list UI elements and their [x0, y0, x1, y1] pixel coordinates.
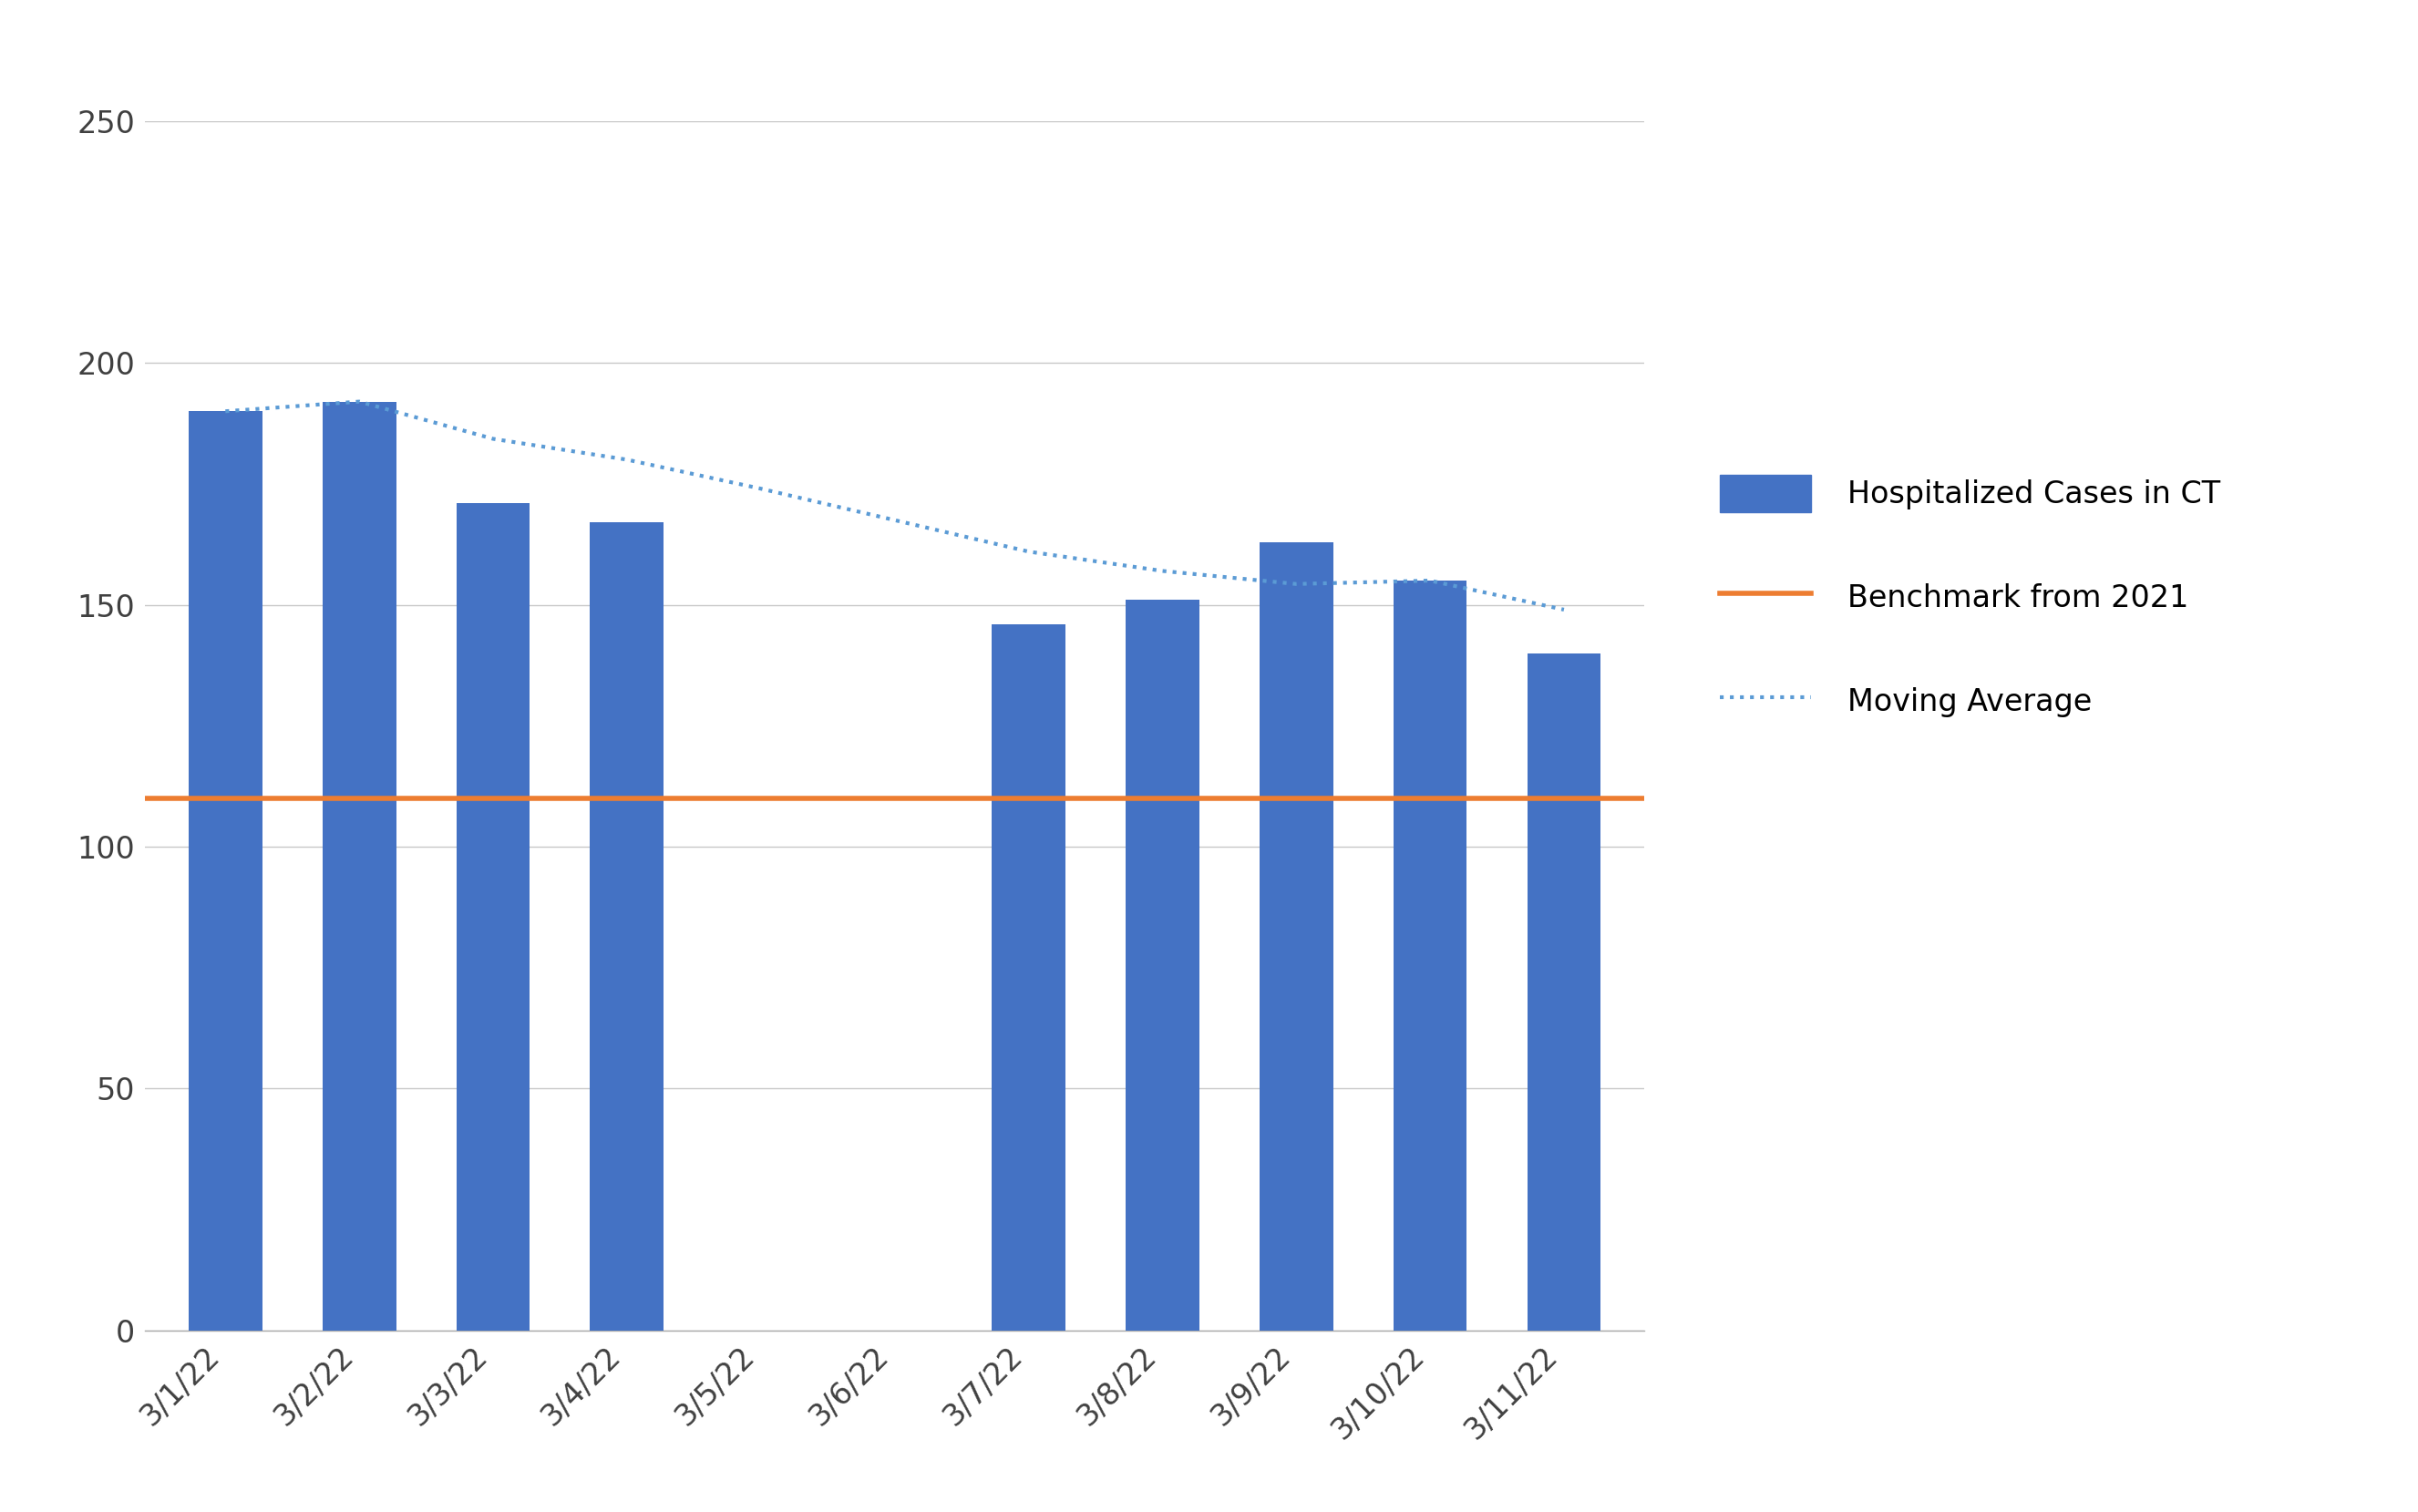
Bar [590, 523, 665, 1331]
Bar [1124, 600, 1199, 1331]
Bar [189, 411, 261, 1331]
Bar [1260, 541, 1332, 1331]
Bar [1528, 653, 1601, 1331]
Bar [991, 624, 1066, 1331]
Bar [457, 503, 530, 1331]
Bar [1393, 581, 1468, 1331]
Legend: Hospitalized Cases in CT, Benchmark from 2021, Moving Average: Hospitalized Cases in CT, Benchmark from… [1719, 475, 2220, 720]
Bar [322, 402, 397, 1331]
